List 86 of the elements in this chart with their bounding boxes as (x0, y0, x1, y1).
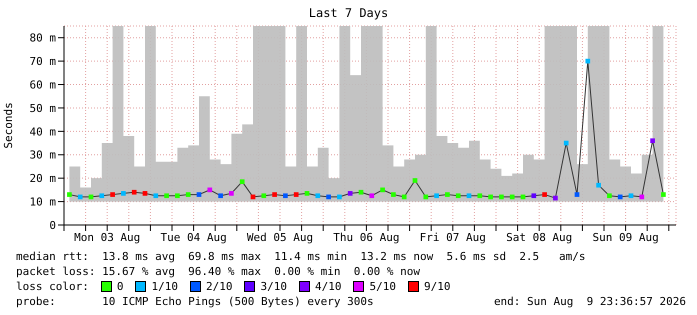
y-tick-label: 70 m (30, 55, 56, 68)
point (585, 58, 590, 64)
y-tick-label: 0 (49, 218, 56, 232)
legend-label: 1/10 (151, 280, 178, 293)
point (531, 193, 536, 198)
point (99, 193, 104, 198)
point (294, 192, 299, 197)
point (337, 194, 342, 200)
text: median rtt: 13.8 ms avg 69.8 ms max 11.4 ms min 13.2 ms now 5.6 ms sd 2.5 am/s (16, 249, 587, 264)
point (434, 193, 439, 198)
point (628, 193, 634, 198)
point (412, 178, 418, 183)
point (402, 194, 407, 200)
legend-title: loss color: (16, 280, 89, 293)
point (542, 192, 547, 197)
point (445, 192, 450, 197)
point (661, 192, 666, 197)
point (618, 194, 623, 200)
legend-label: 3/10 (260, 280, 287, 293)
y-tick-label: 30 m (30, 148, 56, 162)
y-tick-label: 40 m (30, 125, 56, 138)
chart-title: Last 7 Days (308, 6, 390, 22)
point (358, 190, 364, 195)
point (110, 192, 115, 197)
point (499, 194, 504, 200)
point (78, 194, 83, 200)
y-tick-label: 20 m (30, 172, 56, 186)
point (456, 193, 461, 198)
x-tick-label: Fri 07 Aug (420, 230, 486, 244)
point (132, 190, 137, 195)
x-tick-label: Sat 08 Aug (506, 230, 572, 244)
point (423, 194, 428, 200)
point (164, 193, 169, 198)
legend-label: 2/10 (206, 280, 232, 293)
point (218, 193, 223, 198)
point (196, 192, 202, 197)
point (488, 194, 493, 200)
x-tick-label: Tue 04 Aug (160, 230, 227, 244)
text: probe: 10 ICMP Echo Pings (500 Bytes) every 300s (16, 294, 374, 309)
y-tick-label: 80 m (30, 32, 56, 45)
point (466, 193, 472, 198)
point (650, 138, 655, 144)
point (369, 193, 374, 198)
legend-label: 5/10 (369, 280, 396, 293)
point (207, 188, 212, 192)
point (553, 196, 558, 200)
point (261, 193, 266, 198)
point (391, 192, 396, 197)
legend-label: 4/10 (314, 280, 342, 293)
x-tick-label: Thu 06 Aug (333, 230, 400, 244)
text: packet loss: 15.67 % avg 96.40 % max 0.00 % min 0.00 % now (16, 264, 421, 279)
y-tick-label: 50 m (30, 102, 56, 115)
y-tick-label: 60 m (30, 78, 56, 92)
point (283, 193, 288, 198)
point (153, 193, 158, 198)
x-tick-label: Wed 05 Aug (246, 230, 314, 244)
point (477, 193, 482, 198)
point (607, 193, 612, 198)
x-tick-label: Sun 09 Aug (592, 230, 659, 244)
y-axis-title: Seconds (2, 102, 15, 149)
point (175, 193, 180, 198)
point (272, 192, 277, 197)
point (250, 194, 256, 200)
legend-label: 9/10 (424, 280, 450, 293)
point (67, 192, 72, 197)
point (240, 179, 245, 184)
x-tick-label: Mon 03 Aug (74, 230, 140, 244)
legend-label: 0 (116, 280, 124, 293)
point (315, 193, 320, 198)
point (142, 191, 148, 196)
point (564, 140, 569, 146)
y-tick-label: 10 m (30, 195, 56, 208)
point (380, 188, 385, 192)
point (596, 182, 601, 188)
point (639, 194, 644, 200)
point (574, 192, 580, 197)
point (304, 191, 310, 196)
text: end: Sun Aug 9 23:36:57 2026 (494, 294, 686, 309)
point (326, 194, 331, 200)
point (88, 194, 94, 200)
point (348, 191, 353, 196)
point (186, 192, 191, 197)
point (229, 191, 234, 196)
point (520, 194, 526, 200)
point (121, 191, 126, 196)
point (510, 194, 515, 200)
